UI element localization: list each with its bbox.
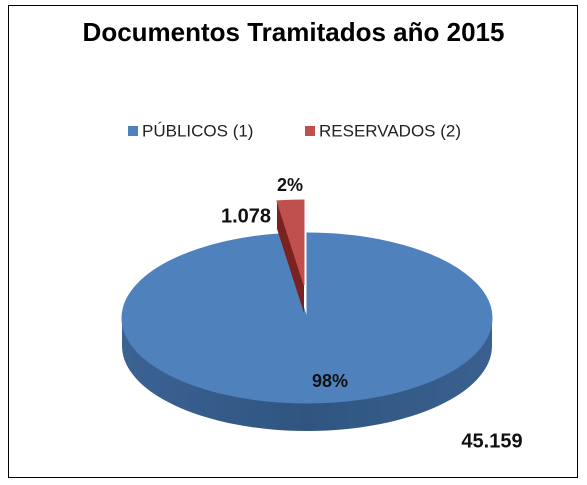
slice	[121, 232, 493, 404]
slice-side	[122, 318, 492, 431]
legend-swatch	[128, 126, 138, 136]
title-box: Documentos Tramitados año 2015	[0, 14, 587, 50]
chart-frame	[8, 5, 578, 478]
value-label: 45.159	[461, 430, 522, 452]
slice-side	[276, 200, 304, 313]
chart-title: Documentos Tramitados año 2015	[82, 17, 505, 47]
percentage-label: 2%	[277, 175, 303, 195]
value-label: 1.078	[221, 205, 271, 227]
legend-label: RESERVADOS (2)	[319, 121, 461, 140]
legend-label: PÚBLICOS (1)	[142, 121, 253, 140]
slice	[276, 199, 305, 286]
percentage-label: 98%	[312, 371, 348, 391]
legend-swatch	[305, 126, 315, 136]
